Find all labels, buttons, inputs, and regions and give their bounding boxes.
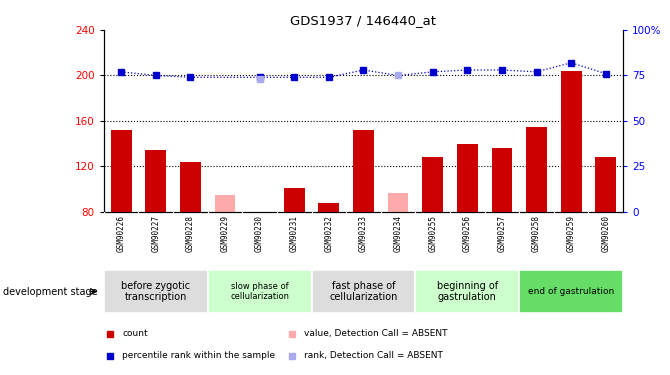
Bar xyxy=(596,158,616,212)
Bar xyxy=(415,270,519,313)
Bar xyxy=(312,270,415,313)
Text: GSM90232: GSM90232 xyxy=(324,215,334,252)
Text: GSM90257: GSM90257 xyxy=(497,215,507,252)
Bar xyxy=(492,148,513,212)
Bar xyxy=(180,162,201,212)
Bar xyxy=(388,192,409,212)
Bar xyxy=(353,130,374,212)
Text: fast phase of
cellularization: fast phase of cellularization xyxy=(329,281,398,302)
Text: GSM90228: GSM90228 xyxy=(186,215,195,252)
Bar xyxy=(214,195,235,212)
Text: development stage: development stage xyxy=(3,286,98,297)
Bar xyxy=(284,188,305,212)
Text: GSM90255: GSM90255 xyxy=(428,215,438,252)
Text: before zygotic
transcription: before zygotic transcription xyxy=(121,281,190,302)
Bar xyxy=(208,270,312,313)
Bar xyxy=(104,270,208,313)
Bar xyxy=(457,144,478,212)
Bar xyxy=(318,203,339,212)
Title: GDS1937 / 146440_at: GDS1937 / 146440_at xyxy=(291,15,436,27)
Text: GSM90258: GSM90258 xyxy=(532,215,541,252)
Text: count: count xyxy=(122,329,147,338)
Text: GSM90259: GSM90259 xyxy=(567,215,576,252)
Bar xyxy=(526,127,547,212)
Text: GSM90234: GSM90234 xyxy=(393,215,403,252)
Text: GSM90227: GSM90227 xyxy=(151,215,160,252)
Bar xyxy=(519,270,623,313)
Text: GSM90256: GSM90256 xyxy=(463,215,472,252)
Text: GSM90260: GSM90260 xyxy=(601,215,610,252)
Text: GSM90233: GSM90233 xyxy=(359,215,368,252)
Text: GSM90226: GSM90226 xyxy=(117,215,126,252)
Text: beginning of
gastrulation: beginning of gastrulation xyxy=(437,281,498,302)
Text: GSM90229: GSM90229 xyxy=(220,215,230,252)
Bar xyxy=(422,158,443,212)
Text: slow phase of
cellularization: slow phase of cellularization xyxy=(230,282,289,301)
Text: value, Detection Call = ABSENT: value, Detection Call = ABSENT xyxy=(304,329,448,338)
Text: rank, Detection Call = ABSENT: rank, Detection Call = ABSENT xyxy=(304,351,443,360)
Text: end of gastrulation: end of gastrulation xyxy=(528,287,614,296)
Text: percentile rank within the sample: percentile rank within the sample xyxy=(122,351,275,360)
Bar xyxy=(561,71,582,212)
Bar xyxy=(145,150,166,212)
Text: GSM90230: GSM90230 xyxy=(255,215,264,252)
Text: GSM90231: GSM90231 xyxy=(289,215,299,252)
Bar xyxy=(111,130,131,212)
